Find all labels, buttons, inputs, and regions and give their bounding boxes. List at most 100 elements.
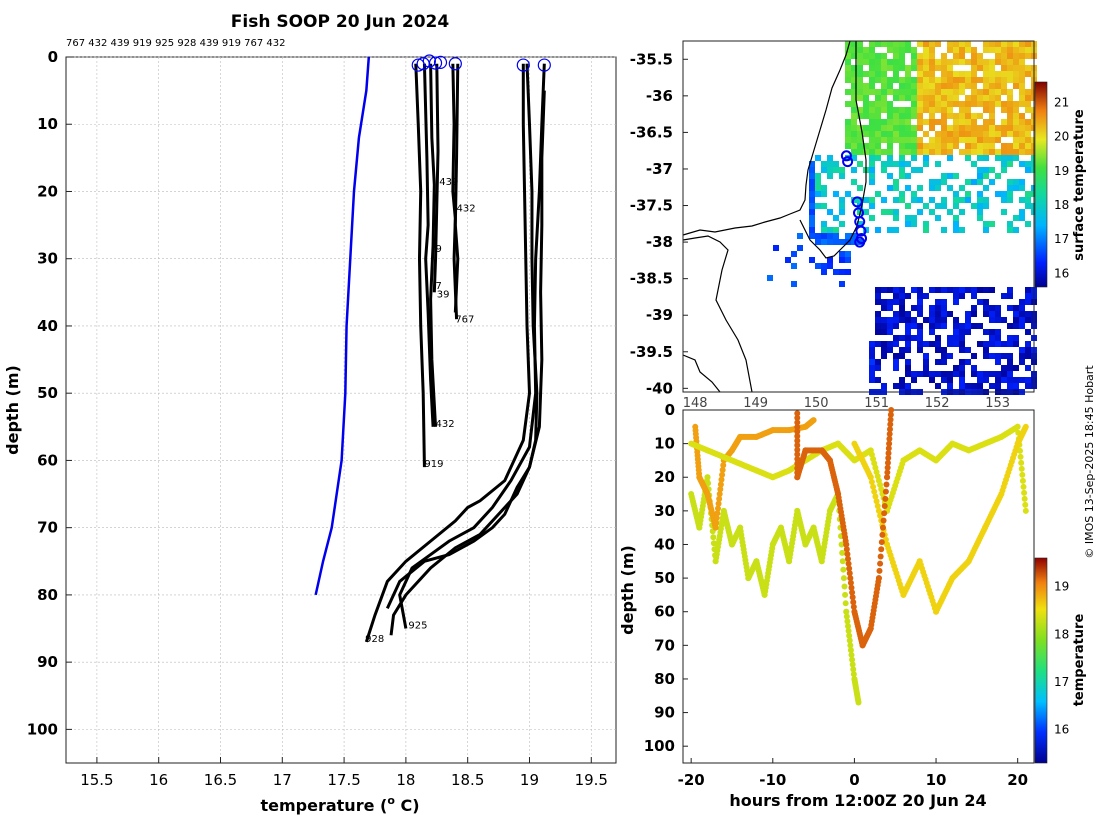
sst-cell (1025, 89, 1031, 95)
sst-cell (857, 143, 863, 149)
sst-cell (983, 287, 989, 293)
sst-cell (1007, 89, 1013, 95)
sst-cell (953, 365, 959, 371)
sst-cell (1019, 317, 1025, 323)
sst-cell (887, 347, 893, 353)
sst-cell (935, 203, 941, 209)
section-dot (879, 531, 886, 538)
section-panel: -20 -10 0 10 20 0 10 20 30 40 50 60 70 80 90 100 hours… (618, 401, 1087, 810)
surface-colorbar-tick-label: 18 (1054, 198, 1069, 212)
sst-cell (875, 71, 881, 77)
copyright-note: © IMOS 13-Sep-2025 18:45 Hobart (1083, 365, 1096, 559)
sst-cell (935, 215, 941, 221)
sst-cell (905, 173, 911, 179)
sst-cell (947, 41, 953, 47)
sst-cell (851, 119, 857, 125)
sst-cell (977, 113, 983, 119)
sst-cell (923, 41, 929, 47)
sst-cell (875, 227, 881, 233)
sst-cell (893, 131, 899, 137)
sst-cell (965, 119, 971, 125)
sst-cell (959, 287, 965, 293)
sst-cell (971, 113, 977, 119)
sst-cell (953, 101, 959, 107)
sst-cell (995, 155, 1001, 161)
sst-cell (893, 299, 899, 305)
sst-cell (1007, 221, 1013, 227)
sst-cell (809, 233, 815, 239)
station-marker (855, 225, 867, 237)
sst-cell (983, 77, 989, 83)
sst-cell (851, 137, 857, 143)
sst-cell (899, 41, 905, 47)
sst-cell (893, 323, 899, 329)
sst-cell (887, 317, 893, 323)
sst-cell (941, 143, 947, 149)
sst-cell (977, 65, 983, 71)
sst-cell (953, 119, 959, 125)
sst-cell (887, 83, 893, 89)
sst-cell (959, 335, 965, 341)
sst-cell (983, 119, 989, 125)
section-y-tick-label: 100 (644, 737, 675, 755)
sst-cell (1025, 311, 1031, 317)
sst-cell (875, 77, 881, 83)
sst-cell (1001, 167, 1007, 173)
sst-cell (977, 101, 983, 107)
sst-cell (971, 365, 977, 371)
sst-cell (929, 371, 935, 377)
sst-cell (869, 77, 875, 83)
sst-cell (893, 95, 899, 101)
sst-cell (1025, 143, 1031, 149)
sst-cell (815, 173, 821, 179)
sst-cell (881, 209, 887, 215)
y-tick-label: 90 (37, 653, 58, 671)
sst-cell (875, 143, 881, 149)
sst-cell (989, 353, 995, 359)
sst-cell (899, 191, 905, 197)
sst-cell (1013, 53, 1019, 59)
profile-x-ticks: 15.5 16 16.5 17 17.5 18 18.5 19 19.5 (80, 757, 608, 789)
y-tick-label: 50 (37, 384, 58, 402)
sst-cell (875, 59, 881, 65)
sst-cell (899, 155, 905, 161)
profile-line (422, 63, 435, 427)
sst-cell (965, 311, 971, 317)
sst-cell (1025, 203, 1031, 209)
sst-cell (845, 59, 851, 65)
section-dot (713, 515, 720, 522)
section-dot (838, 541, 845, 548)
sst-cell (923, 95, 929, 101)
sst-cell (791, 251, 797, 257)
sst-cell (1007, 143, 1013, 149)
sst-cell (1025, 65, 1031, 71)
sst-cell (917, 293, 923, 299)
sst-cell (821, 239, 827, 245)
sst-cell (947, 377, 953, 383)
sst-cell (893, 47, 899, 53)
sst-cell (893, 197, 899, 203)
sst-cell (869, 83, 875, 89)
section-y-ticks: 0 10 20 30 40 50 60 70 80 90 100 (644, 401, 688, 755)
sst-cell (815, 233, 821, 239)
sst-cell (869, 149, 875, 155)
sst-cell (995, 41, 1001, 47)
sst-cell (911, 155, 917, 161)
sst-cell (899, 287, 905, 293)
sst-cell (983, 59, 989, 65)
station-marker (842, 156, 854, 168)
sst-cell (875, 107, 881, 113)
sst-cell (893, 287, 899, 293)
sst-cell (839, 269, 845, 275)
sst-cell (959, 47, 965, 53)
sst-cell (971, 71, 977, 77)
sst-cell (935, 317, 941, 323)
surface-colorbar-tick-label: 17 (1054, 232, 1069, 246)
sst-cell (1019, 149, 1025, 155)
sst-cell (911, 377, 917, 383)
sst-cell (911, 335, 917, 341)
sst-cell (953, 89, 959, 95)
profile-panel: 439 432 9 739 767 432 919 925 928 15.5 16 16.5 17 17… (3, 48, 617, 815)
profile-line (398, 63, 546, 629)
sst-cell (959, 53, 965, 59)
